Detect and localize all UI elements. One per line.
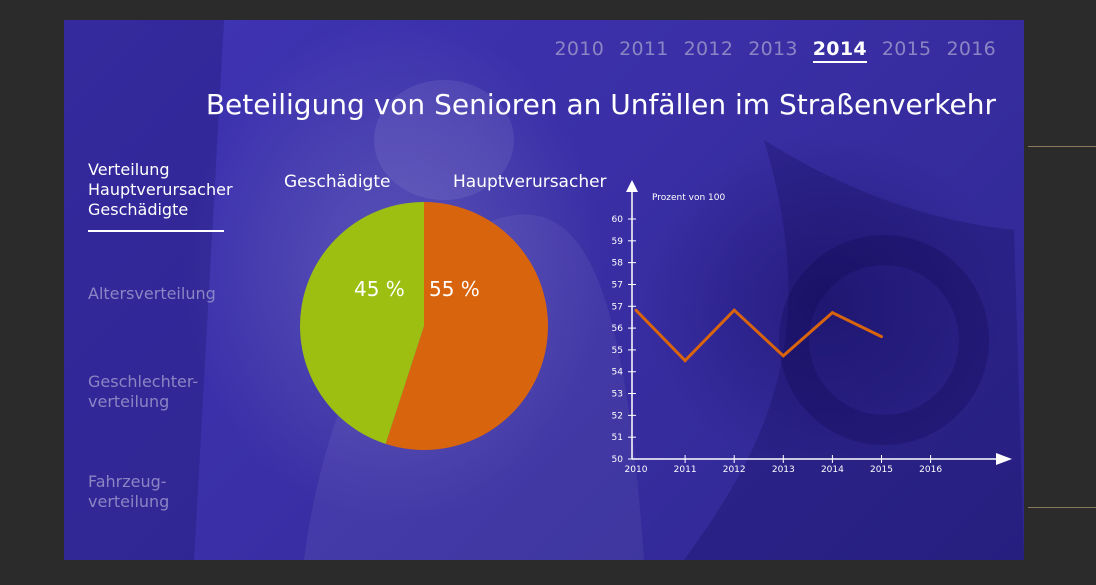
y-axis-label: Prozent von 100	[652, 193, 725, 203]
year-tab-2010[interactable]: 2010	[554, 38, 605, 60]
y-tick-label: 57	[612, 302, 623, 312]
line-point	[634, 308, 638, 312]
line-point	[732, 308, 736, 312]
line-series	[634, 308, 883, 363]
nav-item-verteilung[interactable]: Verteilung Hauptverursacher Geschädigte	[88, 160, 233, 220]
pie-value-label: 55 %	[429, 277, 480, 301]
y-tick-label: 59	[612, 237, 624, 247]
year-tab-2013[interactable]: 2013	[748, 38, 798, 60]
page-title: Beteiligung von Senioren an Unfällen im …	[205, 88, 996, 121]
year-tab-2014[interactable]: 2014	[812, 38, 867, 63]
x-tick-label: 2010	[625, 465, 648, 475]
x-tick-label: 2014	[821, 465, 844, 475]
slide-panel: 2010 2011 2012 2013 2014 2015 2016 Betei…	[64, 20, 1024, 560]
y-tick-label: 53	[612, 390, 623, 400]
x-tick-label: 2013	[772, 465, 795, 475]
year-tab-2015[interactable]: 2015	[881, 38, 932, 60]
nav-item-label: verteilung	[88, 492, 170, 511]
nav-item-label: verteilung	[88, 392, 170, 411]
x-tick-label: 2011	[674, 465, 697, 475]
y-tick-label: 54	[612, 368, 624, 378]
nav-item-label: Geschädigte	[88, 200, 189, 219]
line-point	[880, 335, 883, 339]
year-tab-2016[interactable]: 2016	[946, 38, 996, 60]
y-tick-label: 52	[612, 411, 623, 421]
y-tick-label: 60	[612, 215, 624, 225]
y-tick-label: 58	[612, 259, 624, 269]
pie-slice	[300, 201, 424, 444]
line-point	[683, 359, 687, 363]
pie-value-label: 45 %	[354, 277, 405, 301]
year-tab-2011[interactable]: 2011	[619, 38, 669, 60]
nav-item-fahrzeugverteilung[interactable]: Fahrzeug- verteilung	[88, 472, 169, 512]
line-point	[830, 311, 834, 315]
x-tick-label: 2015	[870, 465, 893, 475]
pie-label-hauptverursacher: Hauptverursacher	[453, 172, 607, 192]
y-tick-label: 55	[612, 346, 623, 356]
y-tick-label: 57	[612, 280, 623, 290]
nav-item-geschlechterverteilung[interactable]: Geschlechter- verteilung	[88, 372, 198, 412]
nav-item-label: Geschlechter-	[88, 372, 199, 391]
pie-slice	[385, 202, 549, 450]
y-tick-label: 50	[612, 455, 624, 465]
y-tick-label: 56	[612, 324, 624, 334]
x-tick-label: 2016	[919, 465, 942, 475]
nav-item-label: Fahrzeug-	[88, 472, 167, 491]
nav-item-label: Hauptverursacher	[88, 180, 233, 199]
nav-item-altersverteilung[interactable]: Altersverteilung	[88, 284, 216, 303]
x-tick-label: 2012	[723, 465, 746, 475]
divider-line	[1028, 146, 1096, 147]
nav-active-underline	[88, 230, 224, 232]
line-point	[781, 354, 785, 358]
year-selector: 2010 2011 2012 2013 2014 2015 2016	[555, 38, 996, 63]
divider-line	[1028, 507, 1096, 508]
y-tick-label: 51	[612, 433, 623, 443]
year-tab-2012[interactable]: 2012	[683, 38, 734, 60]
pie-label-geschaedigte: Geschädigte	[284, 172, 391, 192]
y-axis-arrow	[626, 180, 638, 192]
nav-item-label: Verteilung	[88, 160, 170, 179]
x-axis-arrow	[996, 453, 1012, 465]
charts-canvas: 55 % 45 % Prozent von 100 50 51 52 53 54 55 56 57 5…	[300, 180, 1012, 475]
